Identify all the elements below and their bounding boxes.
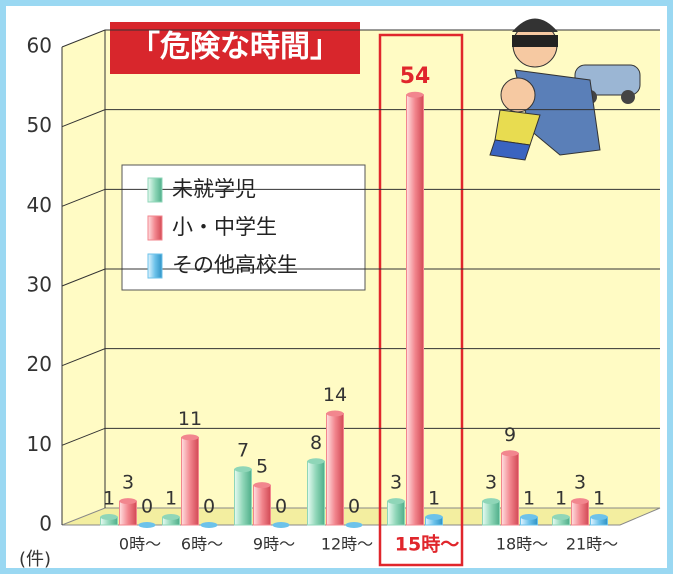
x-tick-label: 9時～ [253,535,295,554]
bar-cap [254,482,271,488]
legend-swatch [148,216,162,240]
x-tick-label: 6時～ [181,535,223,554]
legend-label: その他高校生 [172,253,298,277]
data-label: 0 [275,496,287,518]
bar-cap [572,498,589,504]
data-label: 7 [237,440,249,462]
legend-swatch [148,178,162,202]
x-tick-label: 0時～ [119,535,161,554]
bar-cap [101,514,118,520]
bar-cap [591,514,608,520]
data-label: 9 [504,424,516,446]
data-label: 14 [323,384,347,406]
bar [407,95,424,525]
bar [308,461,325,525]
bar-cap [407,92,424,98]
data-label: 54 [400,64,431,89]
bar-cap [327,410,344,416]
legend-label: 小・中学生 [172,215,277,239]
y-tick-label: 20 [27,352,52,376]
bar-cap [182,434,199,440]
bar [182,437,199,525]
bar [483,501,500,525]
bar [502,453,519,525]
data-label: 1 [523,488,535,510]
y-tick-label: 30 [27,273,52,297]
data-label: 3 [574,472,586,494]
data-label: 1 [103,488,115,510]
x-tick-label: 21時～ [566,535,618,554]
bar-cap [426,514,443,520]
bar-cap [235,466,252,472]
bar [120,501,137,525]
legend-swatch [148,254,162,278]
data-label: 1 [165,488,177,510]
data-label: 3 [485,472,497,494]
bar-cap [553,514,570,520]
data-label: 3 [122,472,134,494]
x-tick-label: 12時～ [321,535,373,554]
bar [254,485,271,525]
bar-cap [388,498,405,504]
bar [327,413,344,525]
data-label: 0 [203,496,215,518]
y-tick-label: 10 [27,432,52,456]
bar [235,469,252,525]
bar-cap [273,522,290,528]
bar-cap [483,498,500,504]
chart: 「危険な時間」 (件) 01020304050600時～1306時～11109時… [0,0,673,574]
bar-cap [521,514,538,520]
bar [572,501,589,525]
data-label: 8 [310,432,322,454]
bar-cap [201,522,218,528]
data-label: 0 [348,496,360,518]
data-label: 5 [256,456,268,478]
data-label: 1 [555,488,567,510]
y-axis-label: (件) [19,549,51,570]
bar-cap [308,458,325,464]
bar-cap [502,450,519,456]
bar-cap [139,522,156,528]
data-label: 3 [390,472,402,494]
bar [388,501,405,525]
data-label: 11 [178,408,202,430]
x-tick-label: 15時～ [395,534,459,556]
x-tick-label: 18時～ [496,535,548,554]
y-tick-label: 60 [27,34,52,58]
bar-cap [163,514,180,520]
legend-label: 未就学児 [172,177,256,201]
data-label: 1 [428,488,440,510]
y-tick-label: 40 [27,193,52,217]
data-label: 1 [593,488,605,510]
y-tick-label: 0 [39,512,52,536]
bar-cap [120,498,137,504]
y-tick-label: 50 [27,113,52,137]
data-label: 0 [141,496,153,518]
bar-cap [346,522,363,528]
chart-title: 「危険な時間」 [130,30,340,65]
